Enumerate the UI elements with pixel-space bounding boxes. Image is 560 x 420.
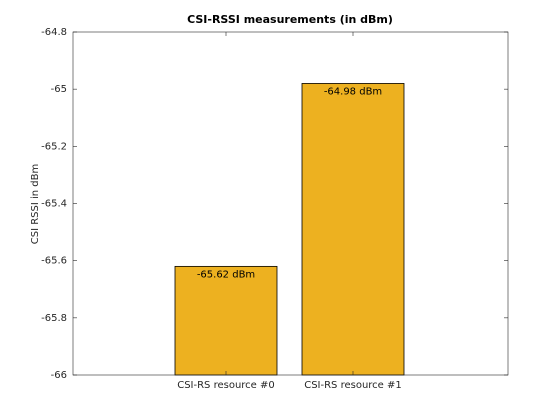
y-tick-label: -65.4 — [41, 199, 67, 210]
x-tick-label: CSI-RS resource #1 — [304, 380, 402, 391]
y-axis-label: CSI RSSI in dBm — [30, 164, 41, 244]
y-tick-label: -65 — [51, 84, 67, 95]
y-tick-label: -64.8 — [41, 27, 67, 38]
bar — [174, 265, 278, 376]
y-tick-label: -65.6 — [41, 256, 67, 267]
y-tick-label: -66 — [51, 370, 67, 381]
y-tick-label: -65.2 — [41, 141, 67, 152]
bar — [301, 83, 405, 376]
axes-box — [72, 31, 509, 376]
value-label: -64.98 dBm — [324, 86, 382, 97]
value-label: -65.62 dBm — [197, 269, 255, 280]
y-tick-label: -65.8 — [41, 313, 67, 324]
x-tick-label: CSI-RS resource #0 — [177, 380, 275, 391]
chart-title: CSI-RSSI measurements (in dBm) — [187, 13, 393, 26]
